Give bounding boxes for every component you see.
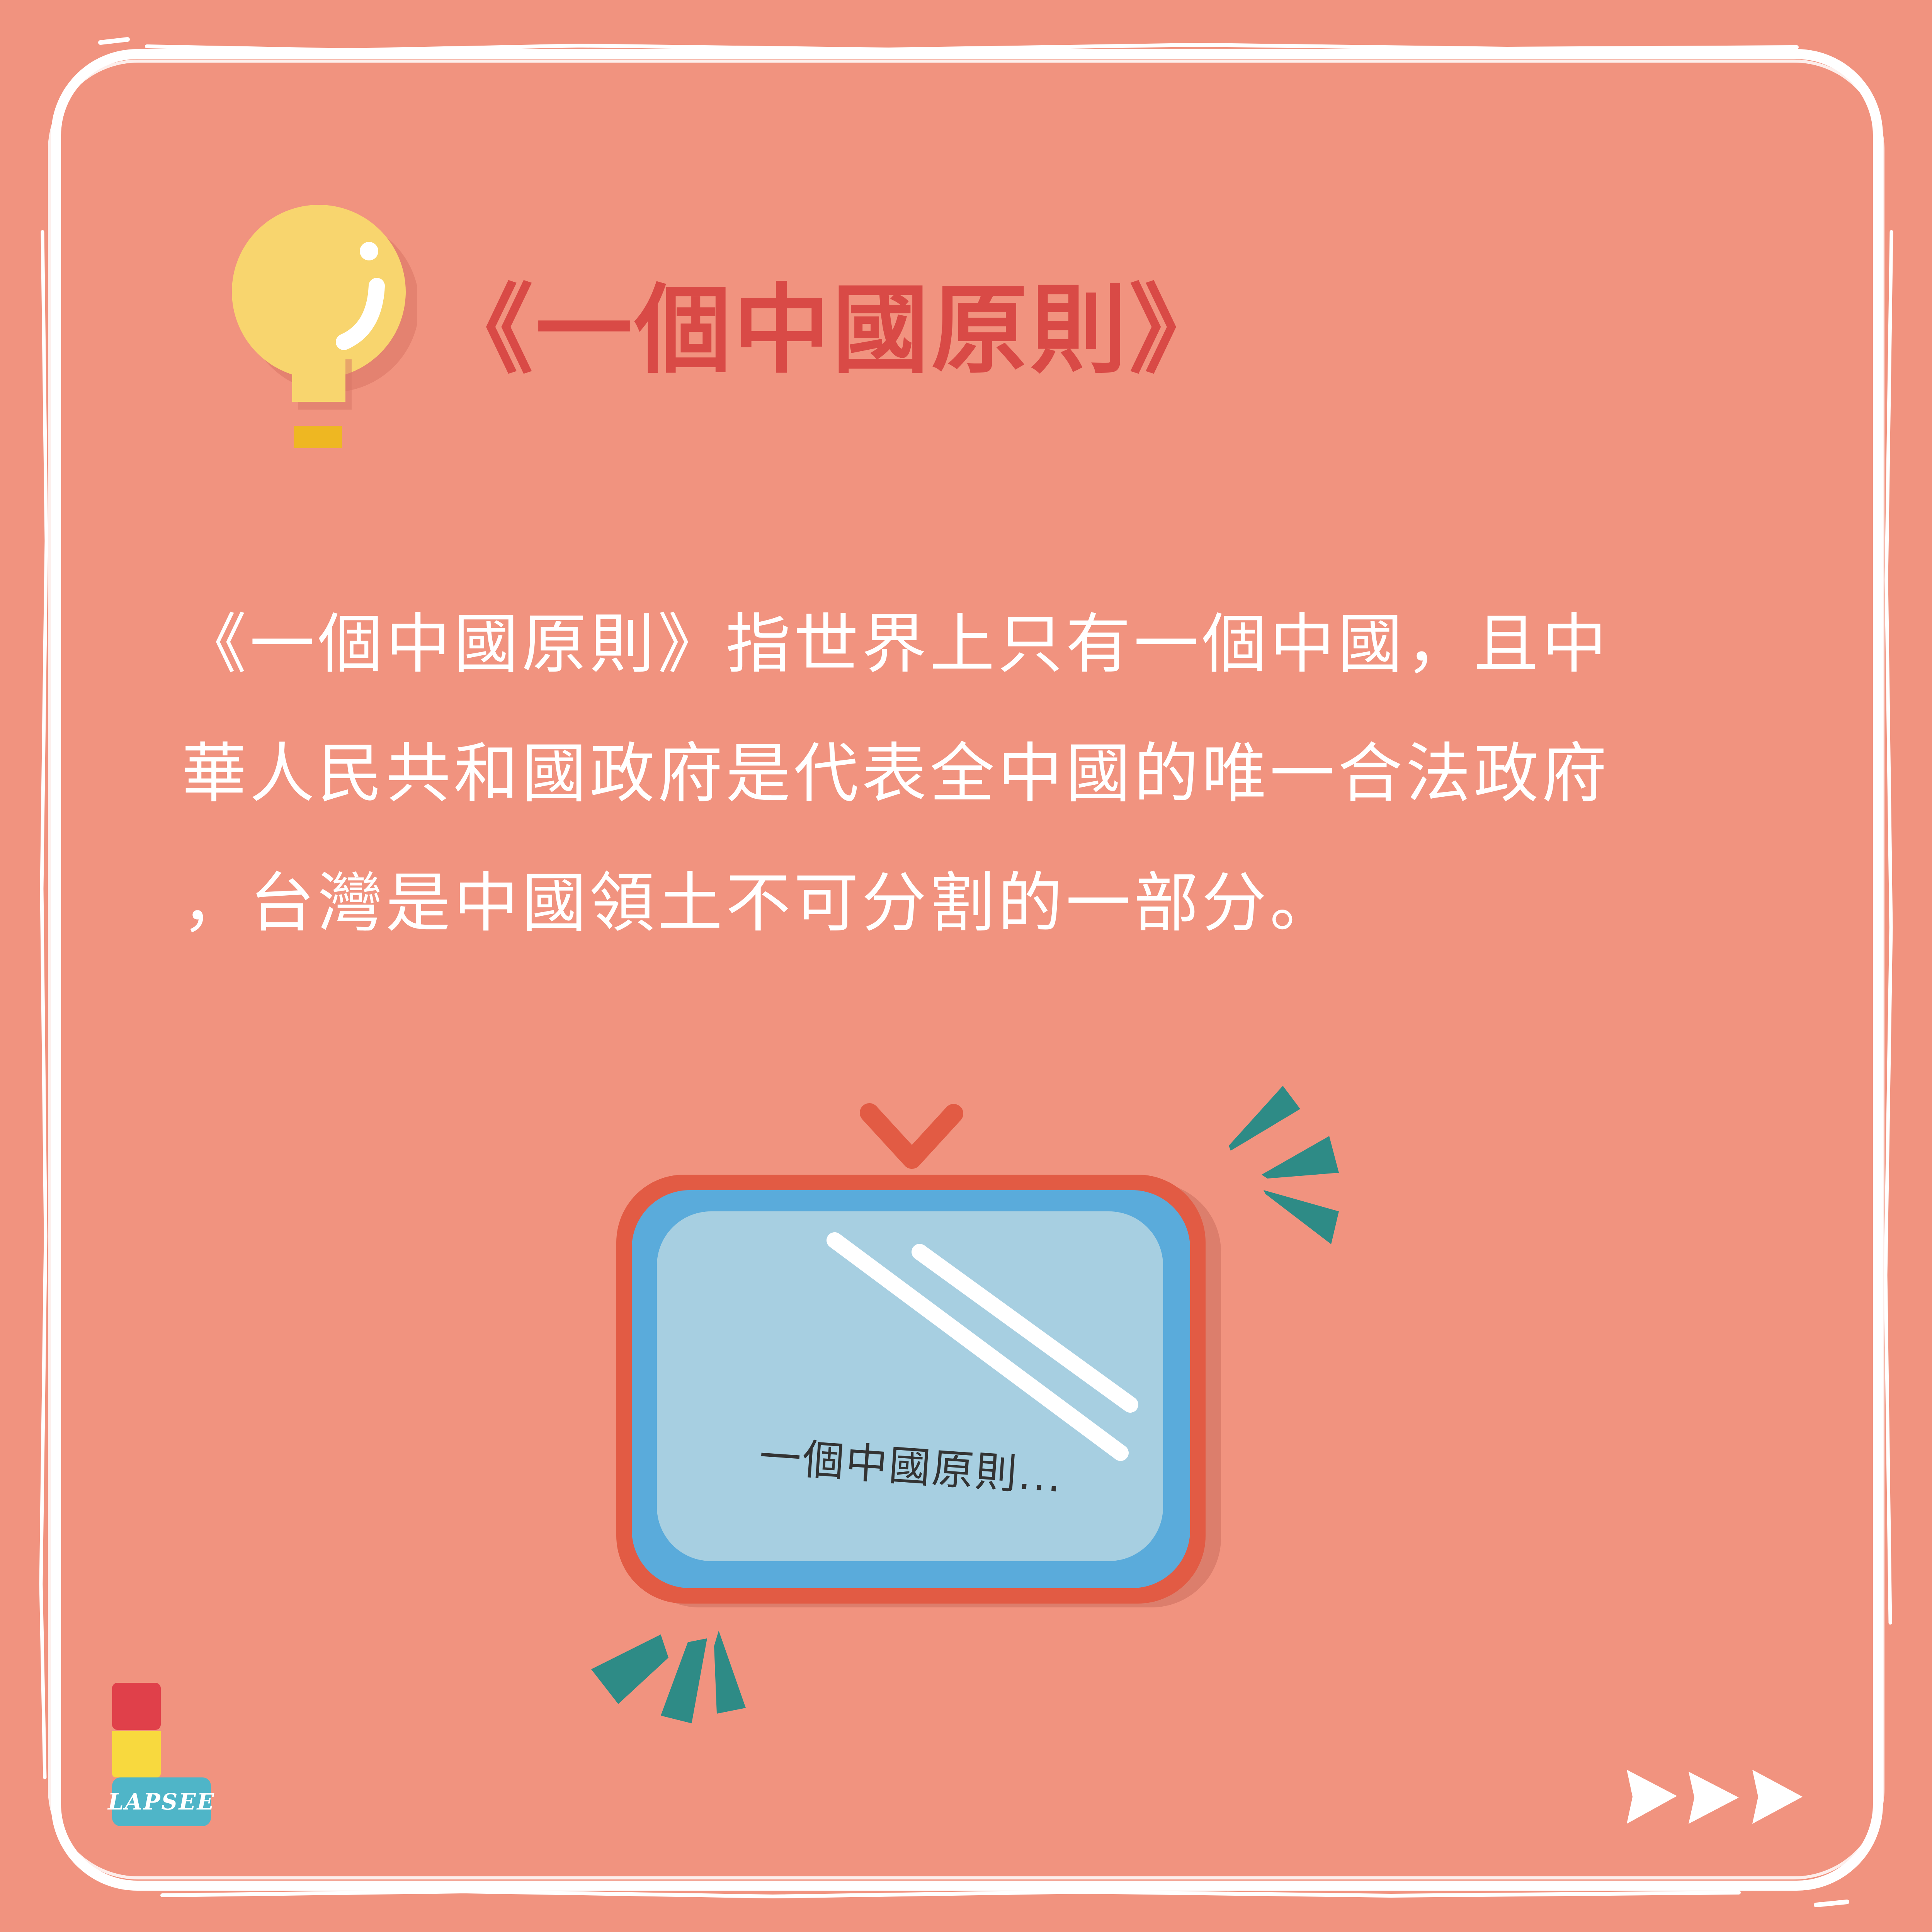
- accent-rays-icon: [591, 1631, 746, 1723]
- body-line-2: 華人民共和國政府是代表全中國的唯一合法政府: [182, 736, 1610, 811]
- body-line-1: 《一個中國原則》指世界上只有一個中國，且中: [182, 606, 1610, 682]
- logo-block-yellow: [112, 1731, 161, 1777]
- television-icon: [616, 1103, 1221, 1607]
- page-title: 《一個中國原則》: [437, 274, 1228, 386]
- body-line-3: ，台灣是中國領土不可分割的一部分。: [182, 865, 1338, 941]
- lapsee-logo-icon: [112, 1683, 161, 1730]
- brand-label: LAPSEE: [108, 1777, 214, 1826]
- body-text: 《一個中國原則》指世界上只有一個中國，且中 華人民共和國政府是代表全中國的唯一合…: [182, 580, 1731, 968]
- next-arrows-icon[interactable]: [1623, 1766, 1808, 1832]
- accent-rays-icon: [1229, 1086, 1339, 1244]
- lightbulb-icon: [232, 205, 417, 448]
